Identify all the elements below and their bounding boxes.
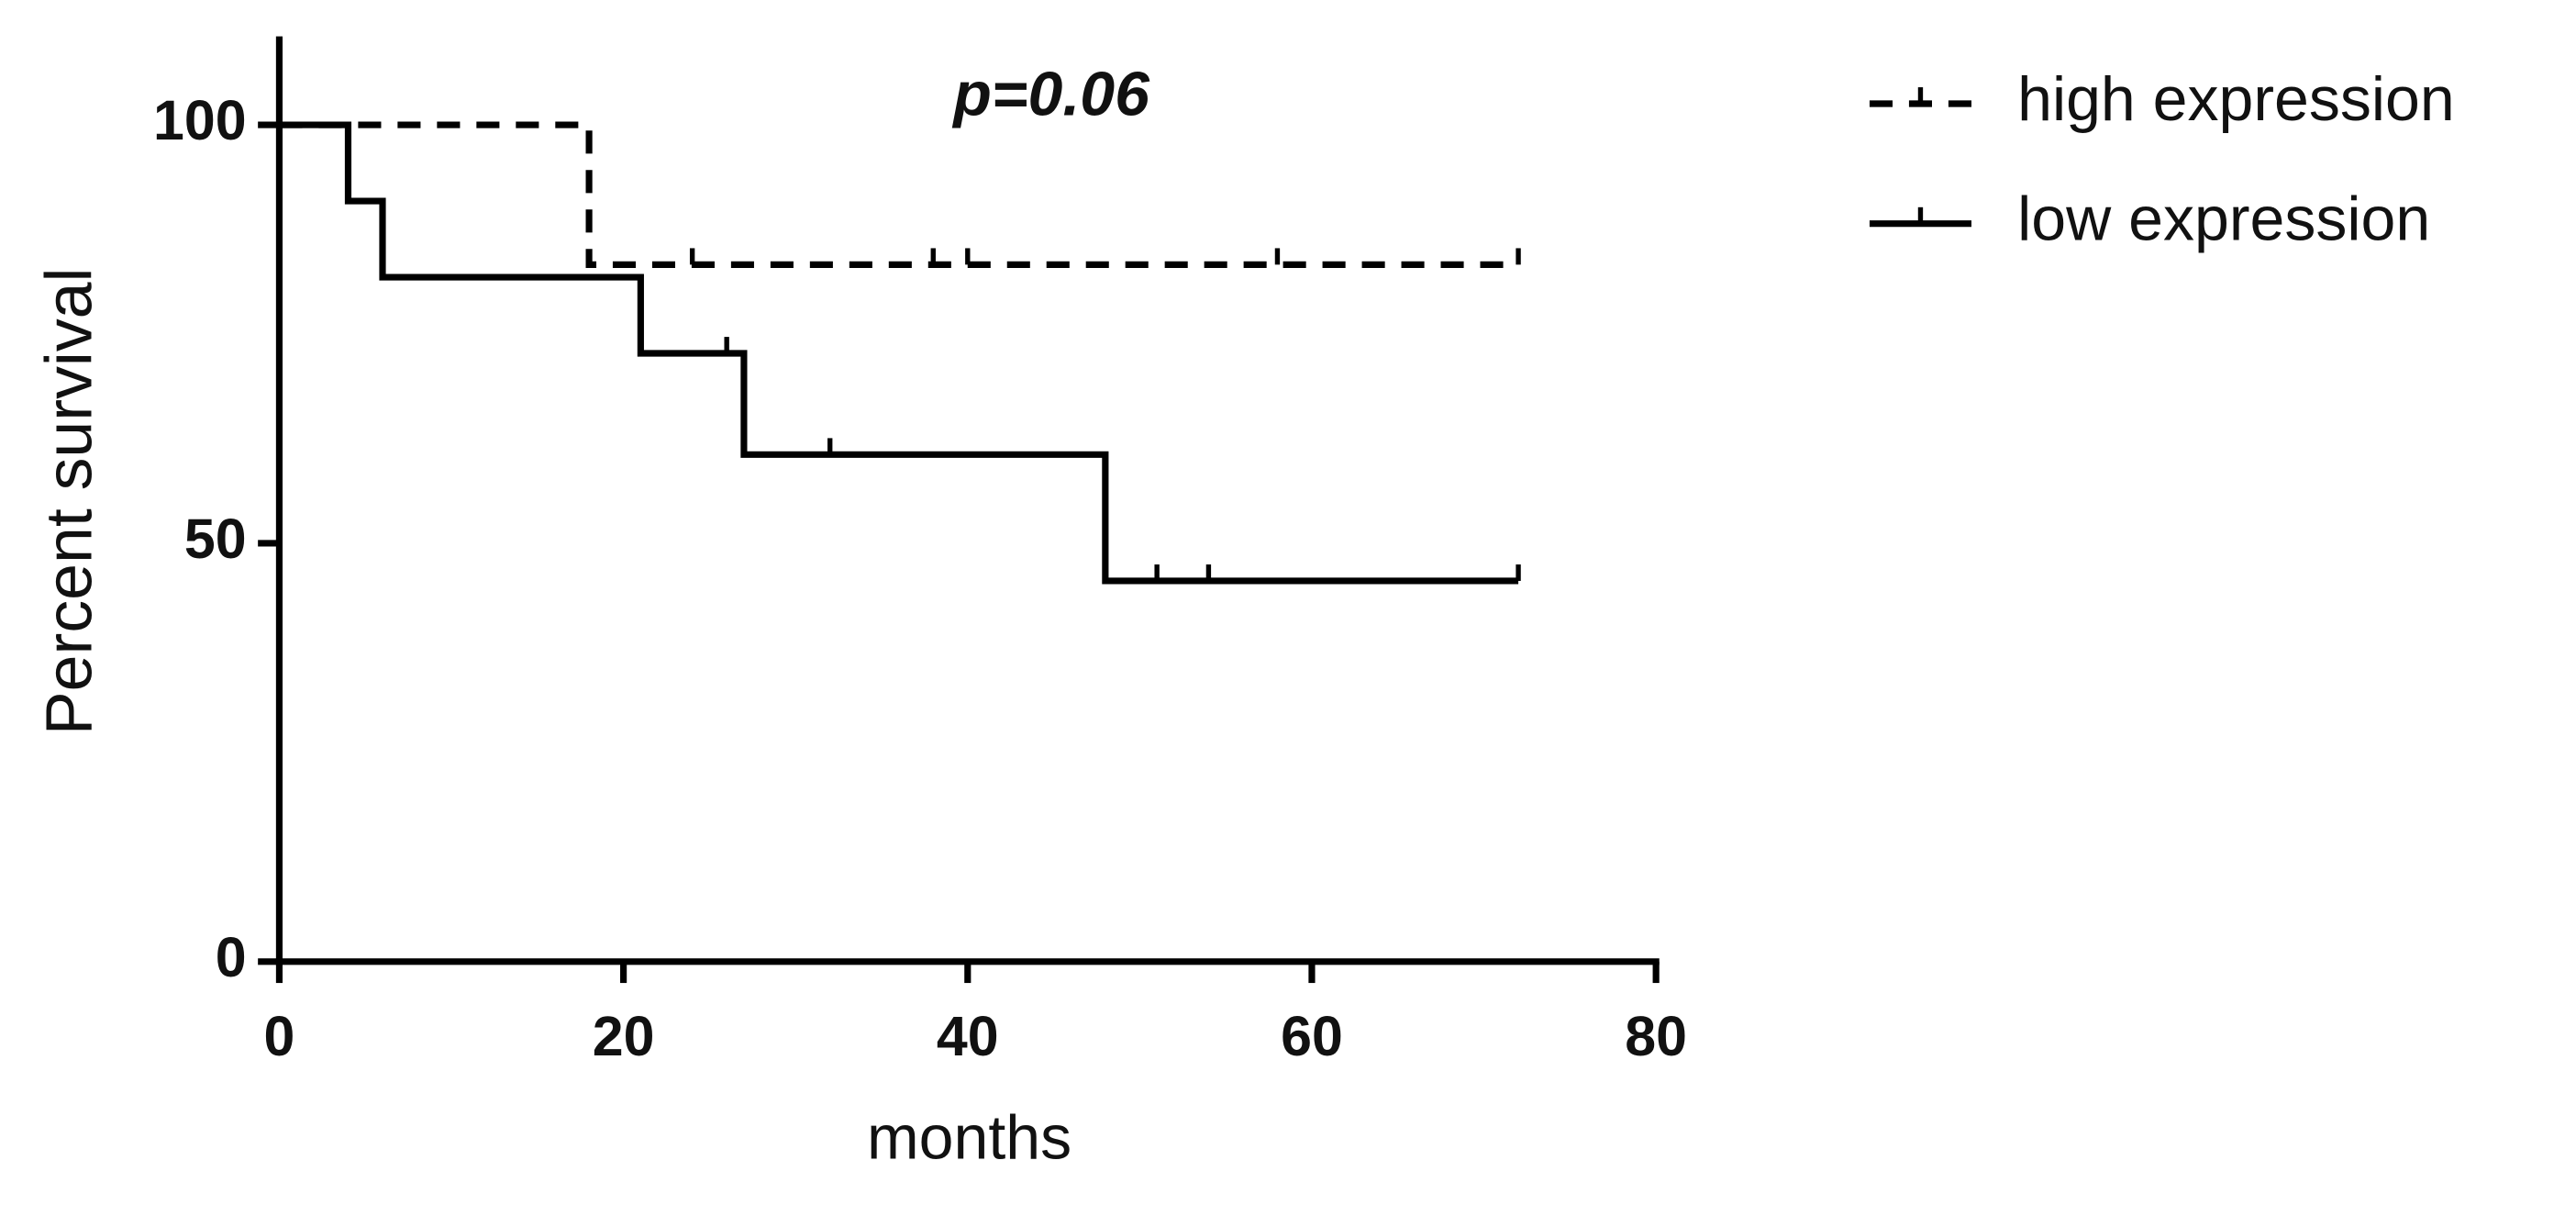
x-tick-label: 60	[1281, 1005, 1343, 1067]
y-tick-label: 100	[153, 89, 247, 151]
x-tick-label: 20	[593, 1005, 655, 1067]
x-tick-label: 0	[264, 1005, 295, 1067]
x-axis-label: months	[867, 1103, 1071, 1173]
y-tick-label: 0	[216, 926, 247, 988]
y-tick-label: 50	[184, 508, 247, 570]
survival-curve	[279, 121, 1519, 585]
legend-label: low expression	[2017, 184, 2430, 254]
p-value-annotation: p=0.06	[951, 60, 1150, 129]
x-tick-label: 40	[937, 1005, 999, 1067]
legend-label: high expression	[2017, 64, 2455, 134]
x-tick-label: 80	[1625, 1005, 1687, 1067]
survival-curve	[279, 121, 1519, 268]
y-axis-label: Percent survival	[33, 268, 106, 736]
